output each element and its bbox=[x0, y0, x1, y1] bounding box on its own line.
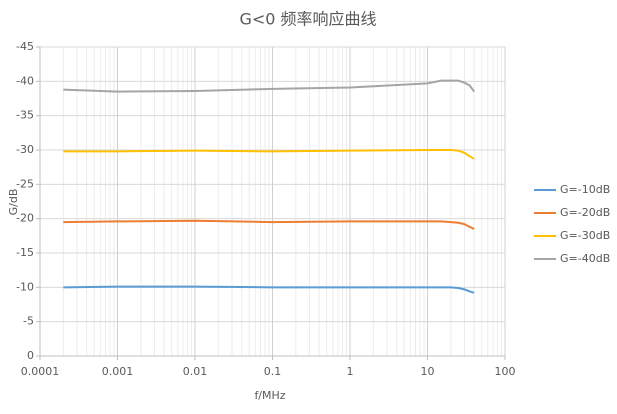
y-tick-label: -25 bbox=[16, 177, 34, 190]
series-line bbox=[63, 285, 475, 294]
x-tick-label: 0.1 bbox=[264, 365, 282, 378]
y-tick-label: -15 bbox=[16, 246, 34, 259]
legend-label: G=-20dB bbox=[560, 206, 610, 219]
y-tick-label: -35 bbox=[16, 109, 34, 122]
legend-label: G=-30dB bbox=[560, 229, 610, 242]
x-axis-title: f/MHz bbox=[254, 389, 285, 402]
x-tick-label: 0.01 bbox=[183, 365, 208, 378]
y-tick-label: -30 bbox=[16, 143, 34, 156]
x-tick-label: 100 bbox=[495, 365, 516, 378]
legend-label: G=-10dB bbox=[560, 183, 610, 196]
x-tick-label: 0.0001 bbox=[21, 365, 60, 378]
series-line bbox=[63, 149, 475, 160]
x-tick-label: 0.001 bbox=[102, 365, 134, 378]
y-tick-label: -10 bbox=[16, 280, 34, 293]
y-tick-label: -45 bbox=[16, 40, 34, 53]
legend-label: G=-40dB bbox=[560, 252, 610, 265]
y-tick-label: 0 bbox=[27, 349, 34, 362]
y-tick-label: -40 bbox=[16, 74, 34, 87]
x-tick-label: 10 bbox=[421, 365, 435, 378]
y-axis-title: G/dB bbox=[7, 189, 20, 216]
series-line bbox=[63, 219, 475, 230]
y-tick-label: -5 bbox=[23, 315, 34, 328]
x-tick-label: 1 bbox=[347, 365, 354, 378]
chart-title: G<0 频率响应曲线 bbox=[239, 10, 376, 29]
series-line bbox=[63, 79, 475, 93]
y-tick-label: -20 bbox=[16, 212, 34, 225]
